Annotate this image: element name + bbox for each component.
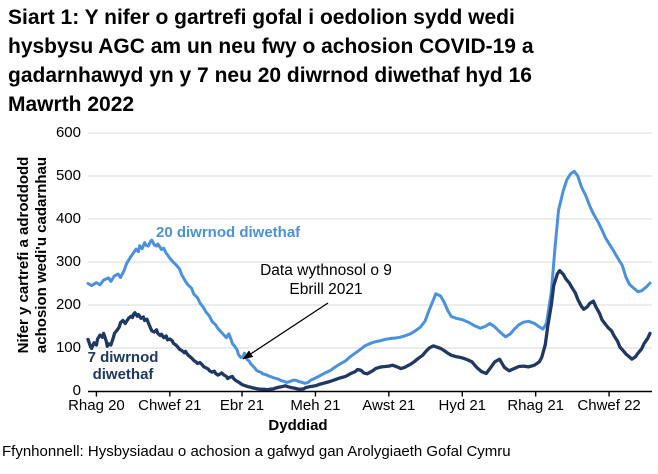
y-tick-label: 500 [55, 167, 81, 184]
x-tick-label: Rhag 20 [68, 397, 125, 414]
x-tick-label: Awst 21 [362, 397, 416, 414]
y-tick-label: 300 [55, 253, 81, 270]
y-tick-label: 100 [55, 339, 81, 356]
y-tick-label: 0 [72, 382, 81, 399]
x-tick-label: Chwef 21 [138, 397, 202, 414]
series-label-7-days: 7 diwrnod diwethaf [87, 349, 159, 383]
chart-title: Siart 1: Y nifer o gartrefi gofal i oedo… [8, 6, 534, 116]
annotation-arrow [242, 302, 329, 360]
x-tick-label: Hyd 21 [438, 397, 487, 414]
x-tick-label: Meh 21 [290, 397, 341, 414]
gridlines [88, 132, 652, 349]
annotation-text: Data wythnosol o 9 Ebrill 2021 [260, 262, 392, 298]
line-20-days [86, 169, 652, 385]
y-tick-label: 400 [55, 210, 81, 227]
series-label-20-days: 20 diwrnod diwethaf [156, 224, 301, 241]
source-footer: Ffynhonnell: Hysbysiadau o achosion a ga… [2, 443, 511, 460]
data-series [86, 169, 652, 392]
x-tick-label: Ebr 21 [219, 397, 265, 414]
y-tick-label: 600 [55, 124, 81, 141]
line-7-days [86, 268, 652, 392]
x-axis-tick-marks [95, 391, 610, 397]
x-tick-label: Chwef 22 [577, 397, 641, 414]
x-axis-title: Dyddiad [268, 417, 328, 434]
y-tick-label: 200 [55, 296, 81, 313]
x-tick-label: Rhag 21 [507, 397, 565, 414]
